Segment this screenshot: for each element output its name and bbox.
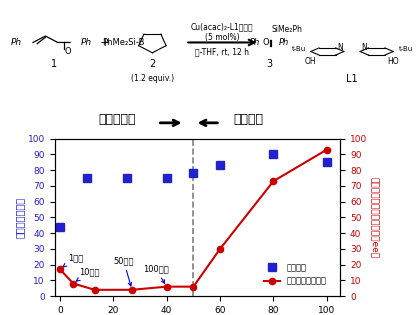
- Text: (1.2 equiv.): (1.2 equiv.): [131, 74, 174, 83]
- Text: L1: L1: [346, 74, 358, 83]
- Text: Ph: Ph: [279, 38, 289, 47]
- Text: N: N: [337, 43, 343, 52]
- Text: 1当量: 1当量: [63, 253, 83, 267]
- Text: 水-THF, rt, 12 h: 水-THF, rt, 12 h: [195, 47, 249, 56]
- Text: t-Bu: t-Bu: [291, 46, 306, 52]
- Text: Cu(acac)₂-L1触媒体: Cu(acac)₂-L1触媒体: [191, 22, 254, 32]
- Text: PhMe₂Si-B: PhMe₂Si-B: [102, 38, 145, 47]
- Text: OH: OH: [305, 57, 317, 66]
- Text: 3: 3: [267, 60, 273, 69]
- Text: (5 mol%): (5 mol%): [205, 33, 240, 42]
- Text: 50当量: 50当量: [113, 256, 134, 286]
- Text: Ph: Ph: [11, 38, 22, 47]
- Text: t-Bu: t-Bu: [399, 46, 412, 52]
- Text: Ph: Ph: [81, 38, 92, 47]
- Text: O: O: [65, 47, 71, 56]
- Text: O: O: [262, 38, 269, 47]
- Y-axis label: 鏡像異性体過剰率（％）（ee）: 鏡像異性体過剰率（％）（ee）: [369, 177, 378, 258]
- Y-axis label: 化学収率（％）: 化学収率（％）: [15, 197, 25, 238]
- Text: Ph: Ph: [250, 38, 260, 47]
- Legend: 化学収率, 鏡像異性体過剰率: 化学収率, 鏡像異性体過剰率: [260, 260, 330, 289]
- Text: 100当量: 100当量: [143, 264, 168, 283]
- Text: 完全均一相: 完全均一相: [99, 113, 136, 126]
- Text: HO: HO: [387, 57, 399, 66]
- Text: 2: 2: [149, 60, 155, 69]
- Text: SiMe₂Ph: SiMe₂Ph: [272, 25, 303, 34]
- Text: 10当量: 10当量: [76, 267, 99, 281]
- Text: 不均一系: 不均一系: [234, 113, 264, 126]
- Text: +: +: [100, 36, 110, 49]
- Text: N: N: [362, 43, 367, 52]
- Text: 1: 1: [50, 60, 57, 69]
